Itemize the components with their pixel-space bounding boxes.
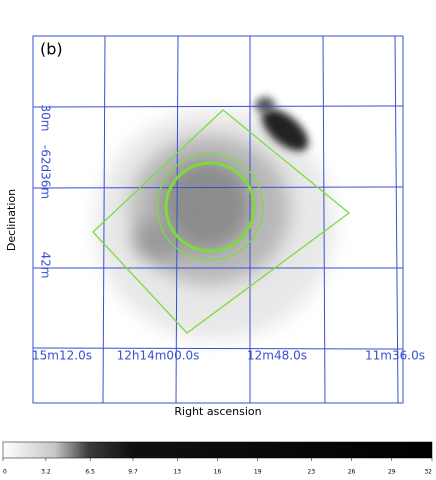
colorbar-tick-label: 0	[3, 469, 7, 476]
colorbar-tick-label: 23	[308, 469, 316, 476]
colorbar-tick-label: 9.7	[128, 469, 138, 476]
colorbar-tick-label: 29	[388, 469, 396, 476]
regions	[92, 109, 351, 334]
colorbar-tick-label: 19	[254, 469, 262, 476]
x-axis-label: Right ascension	[174, 405, 261, 418]
ra-label: 12m48.0s	[247, 349, 307, 363]
colorbar	[2, 441, 433, 459]
colorbar-tick-label: 16	[214, 469, 222, 476]
colorbar-tick-label: 26	[348, 469, 356, 476]
colorbar-tick-label: 13	[173, 469, 181, 476]
colorbar-tick-label: 6.5	[85, 469, 95, 476]
dec-label: 30m	[39, 105, 53, 132]
ra-label: 11m36.0s	[365, 349, 425, 363]
colorbar-tick-label: 32	[424, 469, 432, 476]
dec-label: 42m	[39, 252, 53, 279]
y-axis-label: Declination	[5, 189, 18, 251]
ra-label: 15m12.0s	[32, 349, 92, 363]
panel-label: (b)	[40, 40, 63, 59]
ra-label: 12h14m00.0s	[117, 349, 200, 363]
colorbar-tick-label: 3.2	[41, 469, 51, 476]
dec-label: -62d36m	[39, 145, 53, 199]
coordinate-grid	[32, 35, 404, 404]
